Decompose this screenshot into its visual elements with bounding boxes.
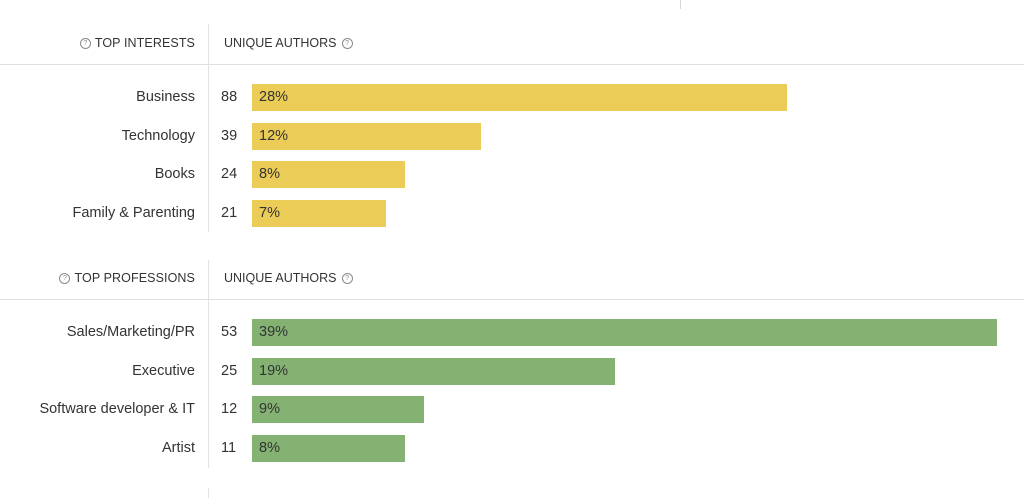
professions-title-text: TOP PROFESSIONS bbox=[74, 271, 195, 285]
professions-column-title: UNIQUE AUTHORS ? bbox=[224, 271, 353, 285]
bar-percent-label: 8% bbox=[259, 440, 280, 457]
bar-count-value: 12 bbox=[221, 401, 238, 418]
professions-section-title: ? TOP PROFESSIONS bbox=[59, 271, 195, 285]
bar-percent-label: 9% bbox=[259, 401, 280, 418]
bar[interactable]: 8% bbox=[252, 435, 405, 463]
bar-category-label: Books bbox=[154, 166, 195, 183]
bar-category-label: Software developer & IT bbox=[39, 401, 195, 418]
bar[interactable]: 7% bbox=[252, 200, 386, 228]
interests-header-divider bbox=[0, 64, 1024, 65]
interests-section-title: ? TOP INTERESTS bbox=[79, 36, 195, 50]
bottom-column-divider bbox=[208, 488, 209, 498]
bar[interactable]: 28% bbox=[252, 84, 787, 111]
bar[interactable]: 8% bbox=[252, 161, 405, 189]
bar-percent-label: 8% bbox=[259, 166, 280, 183]
bar-count-value: 21 bbox=[221, 205, 238, 222]
bar-category-label: Family & Parenting bbox=[72, 205, 196, 222]
bar-count-value: 53 bbox=[221, 324, 238, 340]
bar[interactable]: 39% bbox=[252, 319, 997, 346]
bar-count-value: 88 bbox=[221, 89, 238, 105]
question-circle-icon[interactable]: ? bbox=[341, 37, 353, 49]
bar-percent-label: 39% bbox=[259, 324, 289, 340]
bar-percent-label: 19% bbox=[259, 362, 289, 379]
bar-count-value: 24 bbox=[221, 166, 238, 183]
professions-column-divider bbox=[208, 260, 209, 468]
interests-column-title-text: UNIQUE AUTHORS bbox=[224, 36, 337, 50]
professions-header-divider bbox=[0, 299, 1024, 300]
bar-category-label: Technology bbox=[121, 127, 195, 144]
bar-percent-label: 7% bbox=[259, 205, 280, 222]
bar-category-label: Business bbox=[136, 89, 195, 105]
bar-percent-label: 12% bbox=[259, 127, 289, 144]
top-divider-tick bbox=[680, 0, 681, 9]
interests-column-divider bbox=[208, 24, 209, 232]
question-circle-icon[interactable]: ? bbox=[341, 272, 353, 284]
interests-column-title: UNIQUE AUTHORS ? bbox=[224, 36, 353, 50]
interests-title-text: TOP INTERESTS bbox=[94, 36, 195, 50]
bar-count-value: 25 bbox=[221, 362, 238, 379]
bar-count-value: 39 bbox=[221, 127, 238, 144]
bar-category-label: Artist bbox=[161, 440, 195, 457]
bar-percent-label: 28% bbox=[259, 89, 289, 105]
bar[interactable]: 12% bbox=[252, 122, 481, 150]
question-circle-icon[interactable]: ? bbox=[59, 272, 71, 284]
professions-column-title-text: UNIQUE AUTHORS bbox=[224, 271, 337, 285]
bar[interactable]: 19% bbox=[252, 357, 615, 385]
bar[interactable]: 9% bbox=[252, 396, 424, 424]
question-circle-icon[interactable]: ? bbox=[79, 37, 91, 49]
bar-category-label: Sales/Marketing/PR bbox=[66, 324, 195, 340]
bar-count-value: 11 bbox=[221, 440, 237, 457]
bar-category-label: Executive bbox=[132, 362, 195, 379]
